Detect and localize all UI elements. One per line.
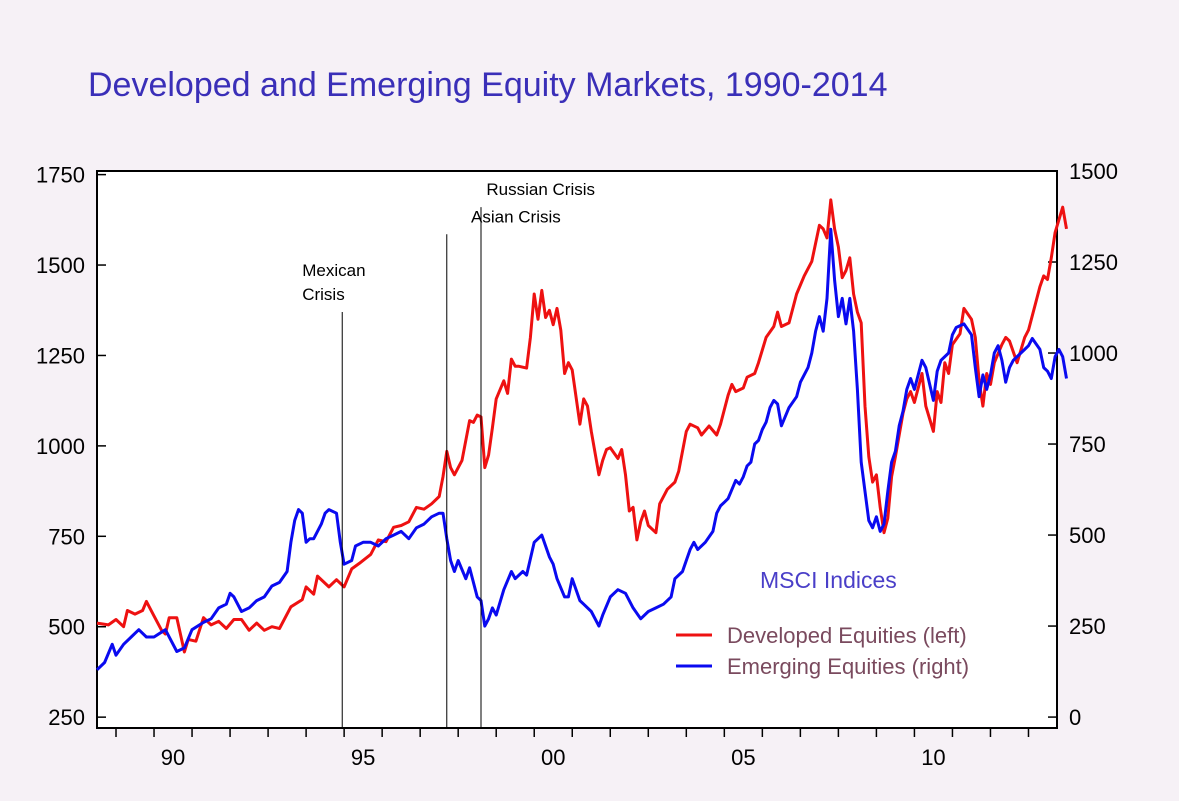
legend: Developed Equities (left) Emerging Equit… [676,623,969,679]
legend-label-developed: Developed Equities (left) [727,623,967,648]
event-label: Asian Crisis [471,207,561,226]
series-layer [95,198,1068,671]
x-tick-label: 10 [921,745,945,770]
x-tick-label: 90 [161,745,185,770]
left-tick-label: 500 [48,615,85,640]
right-tick-label: 250 [1069,614,1106,639]
x-axis: 90 95 00 05 10 [115,728,1030,770]
right-tick-label: 500 [1069,523,1106,548]
series-line-developed [96,198,1068,654]
x-tick-label: 95 [351,745,375,770]
crisis-events: Mexican Crisis Asian Crisis Russian Crisis [302,180,595,728]
left-tick-label: 750 [48,524,85,549]
left-tick-label: 1250 [36,343,85,368]
right-tick-label: 1500 [1069,159,1118,184]
right-tick-label: 1250 [1069,250,1118,275]
x-tick-label: 00 [541,745,565,770]
right-tick-label: 750 [1069,432,1106,457]
right-axis: 0 250 500 750 1000 1250 1500 [1048,159,1118,730]
left-tick-label: 1750 [36,163,85,188]
right-tick-label: 1000 [1069,341,1118,366]
left-tick-label: 1000 [36,434,85,459]
chart-title: Developed and Emerging Equity Markets, 1… [88,66,887,104]
right-tick-label: 0 [1069,705,1081,730]
event-label: Mexican [302,261,365,280]
event-label: Crisis [302,285,345,304]
left-tick-label: 1500 [36,253,85,278]
legend-label-emerging: Emerging Equities (right) [727,654,969,679]
event-label: Russian Crisis [486,180,595,199]
chart-annotation: MSCI Indices [760,567,897,593]
series-line-emerging [95,227,1068,671]
x-tick-label: 05 [731,745,755,770]
left-tick-label: 250 [48,705,85,730]
left-axis: 250 500 750 1000 1250 1500 1750 [36,163,106,730]
